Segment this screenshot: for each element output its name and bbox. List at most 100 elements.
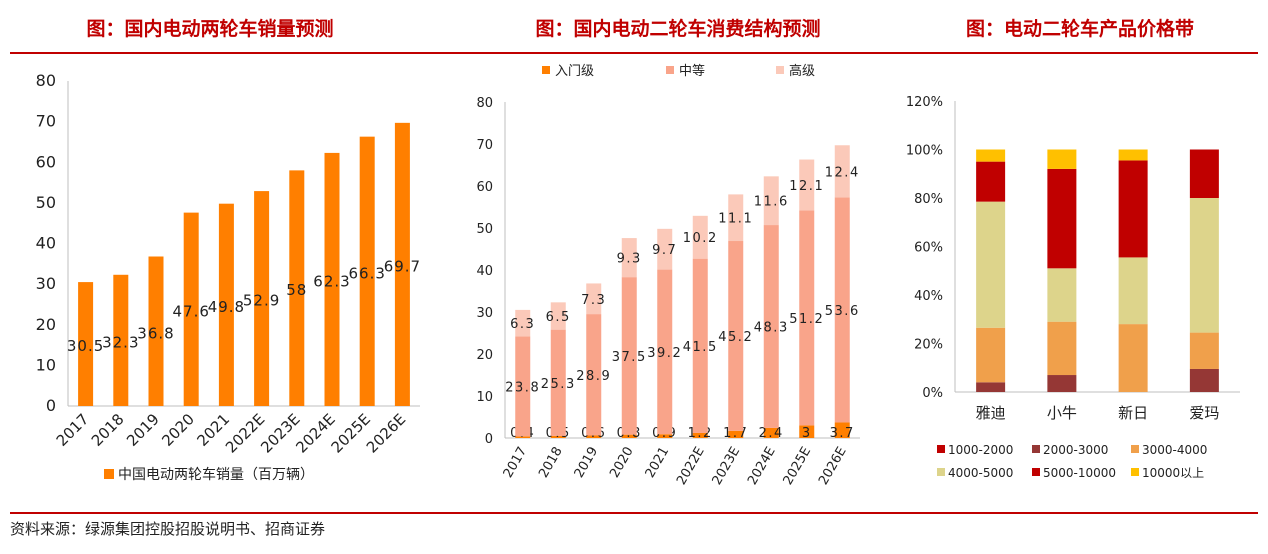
c2-xtick-label: 2020 [607,445,637,481]
c2-ytick-label: 40 [476,264,493,279]
c1-data-label: 32.3 [102,333,139,351]
c2-bar-segment [728,430,744,438]
c2-data-label: 6.3 [510,317,535,332]
c1-xtick-label: 2022E [222,410,268,456]
c3-xtick-label: 小牛 [1047,404,1077,422]
c2-bar-segment [550,329,566,436]
c2-xtick-label: 2018 [536,445,566,481]
c2-data-label: 3.7 [830,426,855,441]
c1-data-label: 52.9 [243,292,280,310]
c2-ytick-label: 70 [476,138,493,153]
c1-bar [254,191,270,406]
c2-bar-segment [657,228,673,270]
c3-bar-segment [1047,168,1077,269]
c3-legend-swatch [1032,468,1040,476]
c3-legend-label: 4000-5000 [948,466,1013,480]
c2-data-label: 37.5 [612,350,647,365]
c2-bar-segment [586,283,602,315]
c2-data-label: 12.4 [825,165,860,180]
c2-bar-segment [515,336,531,437]
c2-bar-segment [799,425,815,438]
c1-data-label: 66.3 [348,264,385,282]
c2-bar-segment [728,241,744,431]
c2-xtick-label: 2019 [572,445,602,481]
c1-legend-swatch [104,469,114,479]
c1-ytick-label: 40 [36,234,56,253]
c1-xtick-label: 2024E [292,410,338,456]
c1-bar [394,122,410,406]
c1-data-label: 49.8 [208,298,245,316]
chart1-svg: 0 10 20 30 40 50 60 70 80 30.5 2017 32.3 2018 36.8 201… [36,71,420,483]
c2-legend-label: 高级 [789,63,815,79]
c2-bar-segment [586,314,602,436]
c1-bar [183,212,199,406]
c2-data-label: 28.9 [576,369,611,384]
c2-bar-segment [728,194,744,242]
c1-bar [218,203,234,406]
c2-data-label: 45.2 [718,330,753,345]
c2-bar-segment [657,269,673,435]
c2-legend-swatch [542,66,550,74]
c3-bar-segment [1047,268,1077,322]
c2-bar-segment [586,435,602,438]
c3-bar-segment [976,382,1006,392]
c1-legend-label: 中国电动两轮车销量（百万辆） [118,466,314,483]
source-note: 资料来源：绿源集团控股招股说明书、招商证券 [10,520,326,538]
c3-bar-segment [1189,149,1219,198]
c1-data-label: 30.5 [67,337,104,355]
c2-bar-segment [621,238,637,278]
c2-data-label: 39.2 [647,346,682,361]
c2-data-label: 9.3 [617,252,642,267]
c3-bar-segment [1047,149,1077,169]
c3-bar-segment [1047,375,1077,392]
c2-bar-segment [834,145,850,198]
c3-legend-label: 10000以上 [1142,466,1204,480]
c1-ytick-label: 60 [36,152,56,171]
c1-ytick-label: 0 [46,396,56,415]
c2-legend-swatch [776,66,784,74]
c3-bar-segment [1118,257,1148,325]
c2-ytick-label: 30 [476,306,493,321]
c3-bar-segment [1189,198,1219,333]
c2-data-label: 48.3 [754,320,789,335]
c2-data-label: 53.6 [825,304,860,319]
c2-ytick-label: 20 [476,348,493,363]
c3-ytick-label: 60% [914,241,943,256]
c1-data-label: 58 [286,281,307,299]
c2-ytick-label: 10 [476,390,493,405]
c2-data-label: 11.1 [718,212,753,227]
c2-bar-segment [799,159,815,211]
c2-bar-segment [763,427,779,438]
c3-xtick-label: 新日 [1118,404,1148,422]
c1-ytick-label: 10 [36,355,56,374]
c2-data-label: 9.7 [652,243,677,258]
c2-bar-segment [515,309,531,337]
c3-legend-label: 5000-10000 [1043,466,1116,480]
c3-bar-segment [976,161,1006,202]
c3-ytick-label: 20% [914,338,943,353]
c2-data-label: 3 [802,426,812,441]
c3-bar-segment [976,327,1006,383]
c2-bar-segment [621,277,637,435]
c1-xtick-label: 2020 [158,410,198,450]
c1-bar [148,256,164,406]
c3-legend-swatch [1131,468,1139,476]
c1-data-label: 62.3 [313,272,350,290]
c2-bar-segment [550,302,566,330]
c3-bar-segment [976,201,1006,328]
c2-data-label: 11.6 [754,195,789,210]
c1-xtick-label: 2017 [53,410,93,450]
c3-legend-swatch [937,445,945,453]
c2-bar-segment [692,258,708,433]
c3-bar-segment [1118,160,1148,258]
c3-legend-swatch [1032,445,1040,453]
c2-bar-segment [621,434,637,438]
c2-data-label: 23.8 [505,380,540,395]
c2-bar-segment [763,176,779,226]
c2-data-label: 7.3 [581,293,606,308]
c2-bar-segment [692,215,708,259]
c3-ytick-label: 0% [922,386,943,401]
c1-xtick-label: 2018 [88,410,128,450]
c2-legend-swatch [666,66,674,74]
c1-bar [113,274,129,406]
